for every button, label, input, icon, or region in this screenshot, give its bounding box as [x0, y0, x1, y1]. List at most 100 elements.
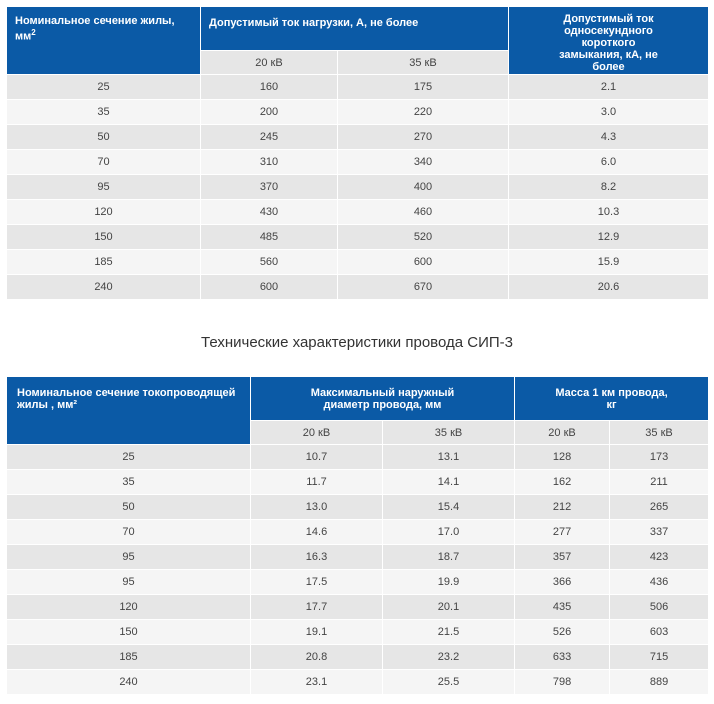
header-diam-35kv: 35 кВ — [381, 420, 516, 445]
table-row: 95 16.3 18.7 357 423 — [6, 544, 710, 570]
table-cell: 120 — [6, 199, 201, 225]
table-cell: 889 — [609, 669, 710, 695]
header-20kv: 20 кВ — [200, 50, 338, 75]
table-cell: 162 — [514, 469, 611, 495]
table-cell: 128 — [514, 444, 611, 470]
table-row: 95 17.5 19.9 366 436 — [6, 569, 710, 595]
table-row: 35 200 220 3.0 — [6, 99, 709, 125]
table-cell: 8.2 — [508, 174, 709, 200]
table-cell: 436 — [609, 569, 710, 595]
table-cell: 400 — [337, 174, 509, 200]
table-cell: 560 — [200, 249, 338, 275]
table-cell: 430 — [200, 199, 338, 225]
table-cell: 370 — [200, 174, 338, 200]
table-cell: 310 — [200, 149, 338, 175]
table-cell: 50 — [6, 494, 251, 520]
table-cell: 19.1 — [250, 619, 383, 645]
table-cell: 366 — [514, 569, 611, 595]
table-cell: 11.7 — [250, 469, 383, 495]
table-cell: 95 — [6, 569, 251, 595]
sip3-title: Технические характеристики провода СИП-3 — [201, 334, 513, 351]
header-current: Допустимый ток нагрузки, А, не более — [200, 6, 509, 51]
table-cell: 20.8 — [250, 644, 383, 670]
table-cell: 270 — [337, 124, 509, 150]
table-cell: 600 — [200, 274, 338, 300]
table-cell: 340 — [337, 149, 509, 175]
table-cell: 160 — [200, 74, 338, 100]
table-cell: 715 — [609, 644, 710, 670]
table-cell: 185 — [6, 249, 201, 275]
table-cell: 15.4 — [381, 494, 516, 520]
table-cell: 173 — [609, 444, 710, 470]
table-cell: 211 — [609, 469, 710, 495]
table-row: 150 485 520 12.9 — [6, 224, 709, 250]
table-cell: 19.9 — [381, 569, 516, 595]
table-cell: 21.5 — [381, 619, 516, 645]
table-cell: 2.1 — [508, 74, 709, 100]
table-cell: 6.0 — [508, 149, 709, 175]
table-cell: 25.5 — [381, 669, 516, 695]
table-row: 25 160 175 2.1 — [6, 74, 709, 100]
table-cell: 175 — [337, 74, 509, 100]
table-cell: 18.7 — [381, 544, 516, 570]
table-cell: 357 — [514, 544, 611, 570]
table-cell: 520 — [337, 224, 509, 250]
table-row: 25 10.7 13.1 128 173 — [6, 444, 710, 470]
header-35kv: 35 кВ — [337, 50, 509, 75]
table-row: 70 310 340 6.0 — [6, 149, 709, 175]
table-cell: 200 — [200, 99, 338, 125]
table-cell: 435 — [514, 594, 611, 620]
table-cell: 423 — [609, 544, 710, 570]
table-row: 240 600 670 20.6 — [6, 274, 709, 300]
table-cell: 10.3 — [508, 199, 709, 225]
table-row: 185 560 600 15.9 — [6, 249, 709, 275]
table-cell: 798 — [514, 669, 611, 695]
table-cell: 50 — [6, 124, 201, 150]
table-row: 35 11.7 14.1 162 211 — [6, 469, 710, 495]
table-row: 240 23.1 25.5 798 889 — [6, 669, 710, 695]
header-short-circuit: Допустимый ток односекундного короткого … — [508, 6, 709, 75]
current-table: Номинальное сечение жилы, мм2 Допустимый… — [6, 6, 709, 300]
table-cell: 95 — [6, 544, 251, 570]
table-cell: 265 — [609, 494, 710, 520]
table-row: 120 17.7 20.1 435 506 — [6, 594, 710, 620]
header-section-sup: 2 — [31, 28, 36, 37]
table-cell: 120 — [6, 594, 251, 620]
table-cell: 17.0 — [381, 519, 516, 545]
table-cell: 13.0 — [250, 494, 383, 520]
table-cell: 10.7 — [250, 444, 383, 470]
header-mass-35kv: 35 кВ — [609, 420, 710, 445]
header-section-2: Номинальное сечение токопроводящей жилы … — [6, 376, 251, 445]
table-cell: 13.1 — [381, 444, 516, 470]
table-cell: 4.3 — [508, 124, 709, 150]
table-cell: 20.1 — [381, 594, 516, 620]
table-cell: 70 — [6, 149, 201, 175]
table-cell: 240 — [6, 669, 251, 695]
table-cell: 337 — [609, 519, 710, 545]
table-cell: 185 — [6, 644, 251, 670]
table-cell: 240 — [6, 274, 201, 300]
table-row: 50 245 270 4.3 — [6, 124, 709, 150]
table-row: 50 13.0 15.4 212 265 — [6, 494, 710, 520]
table-cell: 17.7 — [250, 594, 383, 620]
table-cell: 506 — [609, 594, 710, 620]
header-mass-20kv: 20 кВ — [514, 420, 611, 445]
table-cell: 25 — [6, 74, 201, 100]
table-cell: 212 — [514, 494, 611, 520]
table-cell: 277 — [514, 519, 611, 545]
table-cell: 600 — [337, 249, 509, 275]
table-cell: 16.3 — [250, 544, 383, 570]
table-cell: 25 — [6, 444, 251, 470]
table-cell: 14.1 — [381, 469, 516, 495]
table-cell: 23.2 — [381, 644, 516, 670]
sip3-table: Номинальное сечение токопроводящей жилы … — [6, 376, 710, 695]
header-diam-20kv: 20 кВ — [250, 420, 383, 445]
table-row: 120 430 460 10.3 — [6, 199, 709, 225]
header-section: Номинальное сечение жилы, мм2 — [6, 6, 201, 75]
table-cell: 150 — [6, 619, 251, 645]
table-cell: 3.0 — [508, 99, 709, 125]
table-cell: 245 — [200, 124, 338, 150]
table-row: 185 20.8 23.2 633 715 — [6, 644, 710, 670]
table-row: 150 19.1 21.5 526 603 — [6, 619, 710, 645]
table-cell: 20.6 — [508, 274, 709, 300]
